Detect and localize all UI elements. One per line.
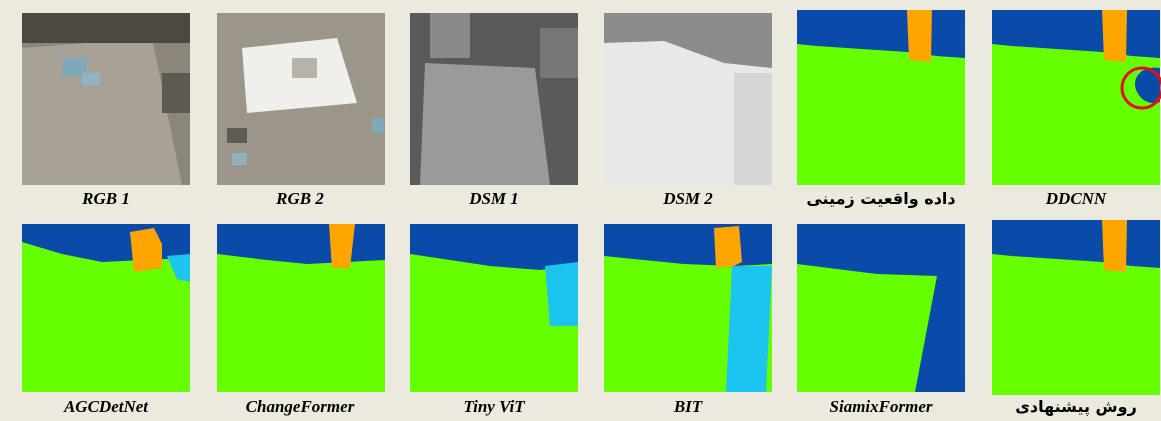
image-dsm1	[410, 13, 578, 185]
caption: روش پیشنهادی	[1015, 397, 1137, 417]
caption: RGB 1	[81, 189, 130, 208]
image-siamixformer	[797, 224, 965, 392]
image-rgb2	[217, 13, 385, 185]
caption: DSM 1	[468, 189, 519, 208]
caption: DDCNN	[1045, 189, 1107, 208]
caption: ChangeFormer	[246, 397, 355, 416]
caption: AGCDetNet	[63, 397, 149, 416]
image-ground-truth	[797, 10, 965, 185]
caption: BIT	[673, 397, 703, 416]
image-proposed	[992, 220, 1160, 395]
image-tiny-vit	[410, 224, 578, 392]
image-dsm2	[604, 13, 772, 185]
image-bit	[604, 224, 772, 392]
image-ddcnn	[992, 10, 1161, 185]
image-changeformer	[217, 224, 385, 392]
caption: Tiny ViT	[463, 397, 525, 416]
caption: SiamixFormer	[830, 397, 933, 416]
caption: DSM 2	[662, 189, 713, 208]
image-rgb1	[22, 13, 190, 185]
figure: RGB 1 RGB 2 DSM 1 DSM 2 داده واقعیت زمین…	[0, 0, 1161, 421]
image-agcdetnet	[22, 224, 190, 392]
caption: RGB 2	[275, 189, 324, 208]
caption: داده واقعیت زمینی	[806, 189, 955, 208]
